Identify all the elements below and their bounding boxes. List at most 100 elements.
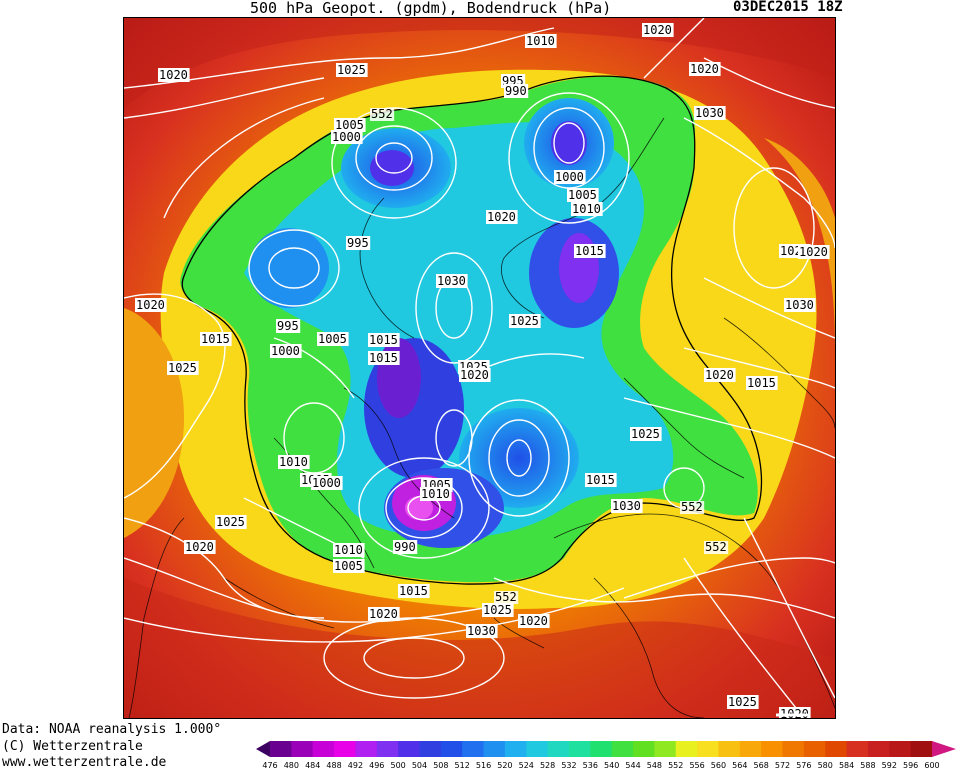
colorbar-tick-label: 492	[348, 761, 363, 770]
colorbar-tick-label: 540	[604, 761, 619, 770]
svg-text:1025: 1025	[631, 427, 660, 441]
svg-text:1025: 1025	[168, 361, 197, 375]
colorbar-arrow-left	[256, 741, 270, 757]
isobar-label: 1000	[270, 344, 302, 358]
colorbar-swatch	[803, 741, 826, 757]
svg-text:1020: 1020	[369, 607, 398, 621]
isobar-label: 1020	[518, 614, 550, 628]
isobar-label: 1015	[398, 584, 430, 598]
isobar-label: 1025	[336, 63, 368, 77]
isobar-label: 1015	[585, 473, 617, 487]
svg-text:1015: 1015	[369, 351, 398, 365]
isobar-label: 1015	[574, 244, 606, 258]
isobar-label: 1020	[642, 23, 674, 37]
svg-text:1000: 1000	[555, 170, 584, 184]
svg-text:1005: 1005	[318, 332, 347, 346]
colorbar-swatch	[611, 741, 634, 757]
isobar-label: 1020	[184, 540, 216, 554]
colorbar-swatch	[462, 741, 485, 757]
colorbar-swatch	[739, 741, 762, 757]
red-zone-south	[124, 578, 835, 718]
svg-text:1010: 1010	[279, 455, 308, 469]
svg-text:1030: 1030	[437, 274, 466, 288]
svg-text:1025: 1025	[216, 515, 245, 529]
isobar-label: 995	[346, 236, 371, 250]
svg-text:552: 552	[371, 107, 393, 121]
weather-map: 1010 1020 1020 1025 1020 1030 995 990 1005 1000 10…	[123, 17, 836, 719]
svg-text:1020: 1020	[519, 614, 548, 628]
colorbar-swatch	[270, 741, 292, 757]
isobar-label: 1020	[486, 210, 518, 224]
svg-text:1005: 1005	[335, 118, 364, 132]
svg-text:1020: 1020	[799, 245, 828, 259]
credit-url: www.wetterzentrale.de	[2, 755, 167, 770]
colorbar-tick-label: 512	[455, 761, 470, 770]
colorbar-tick-label: 572	[775, 761, 790, 770]
svg-text:990: 990	[505, 84, 527, 98]
isobar-label: 1015	[746, 376, 778, 390]
colorbar-tick-label: 480	[284, 761, 299, 770]
colorbar-tick-label: 520	[497, 761, 512, 770]
isobar-label: 1005	[333, 559, 365, 573]
colorbar-tick-label: 544	[625, 761, 640, 770]
svg-text:1015: 1015	[399, 584, 428, 598]
height-contour-552	[181, 75, 763, 585]
colorbar-tick-label: 556	[689, 761, 704, 770]
colorbar-tick-label: 476	[262, 761, 277, 770]
isobar-label: 1000	[554, 170, 586, 184]
isobar-label: 1015	[368, 333, 400, 347]
colorbar-tick-label: 588	[860, 761, 875, 770]
isobar-label: 1025	[630, 427, 662, 441]
colorbar-swatch	[355, 741, 378, 757]
colorbar-swatch	[291, 741, 314, 757]
colorbar-swatch	[633, 741, 655, 757]
isobar-label: 1010	[420, 487, 452, 501]
colorbar-swatch	[782, 741, 805, 757]
colorbar-swatch	[376, 741, 399, 757]
colorbar-swatch	[718, 741, 741, 757]
svg-text:995: 995	[277, 319, 299, 333]
credit-copyright: (C) Wetterzentrale	[2, 739, 143, 754]
svg-text:1020: 1020	[136, 298, 165, 312]
isobar-label: 1020	[158, 68, 190, 82]
svg-text:1025: 1025	[728, 695, 757, 709]
colorbar-swatch	[419, 741, 442, 757]
colorbar-tick-label: 568	[754, 761, 769, 770]
colorbar-tick-label: 532	[561, 761, 576, 770]
purple-pole	[551, 121, 587, 165]
purple-canada	[377, 338, 421, 418]
isobar-label: 990	[393, 540, 418, 554]
svg-text:1020: 1020	[460, 368, 489, 382]
svg-text:1030: 1030	[467, 624, 496, 638]
colorbar-swatch	[312, 741, 335, 757]
colorbar-tick-label: 500	[390, 761, 405, 770]
colorbar-swatch	[590, 741, 613, 757]
height-contour-label: 552	[370, 107, 395, 121]
colorbar-tick-label: 504	[412, 761, 427, 770]
isobar-label: 1010	[571, 202, 603, 216]
colorbar-swatch	[675, 741, 698, 757]
colorbar-tick-label: 552	[668, 761, 683, 770]
svg-text:1025: 1025	[337, 63, 366, 77]
map-date: 03DEC2015 18Z	[733, 0, 843, 15]
colorbar-swatch	[846, 741, 869, 757]
svg-text:1030: 1030	[695, 106, 724, 120]
svg-text:1005: 1005	[568, 188, 597, 202]
svg-text:1020: 1020	[705, 368, 734, 382]
svg-text:1000: 1000	[271, 344, 300, 358]
isobars	[124, 18, 835, 718]
isobar-label: 1015	[368, 351, 400, 365]
isobar-label: 1020	[135, 298, 167, 312]
svg-text:552: 552	[681, 500, 703, 514]
svg-text:1020: 1020	[487, 210, 516, 224]
isobar-label: 1000	[331, 130, 363, 144]
colorbar-swatch	[867, 741, 890, 757]
colorbar-swatch	[547, 741, 570, 757]
svg-text:1015: 1015	[201, 332, 230, 346]
colorbar-tick-label: 592	[882, 761, 897, 770]
colorbar-swatch	[654, 741, 677, 757]
svg-text:1030: 1030	[612, 499, 641, 513]
colorbar-legend: 476 480 484 488 492 496 500 504 508 512 516 520 524 5…	[256, 741, 958, 770]
isobar-label: 995	[276, 319, 301, 333]
